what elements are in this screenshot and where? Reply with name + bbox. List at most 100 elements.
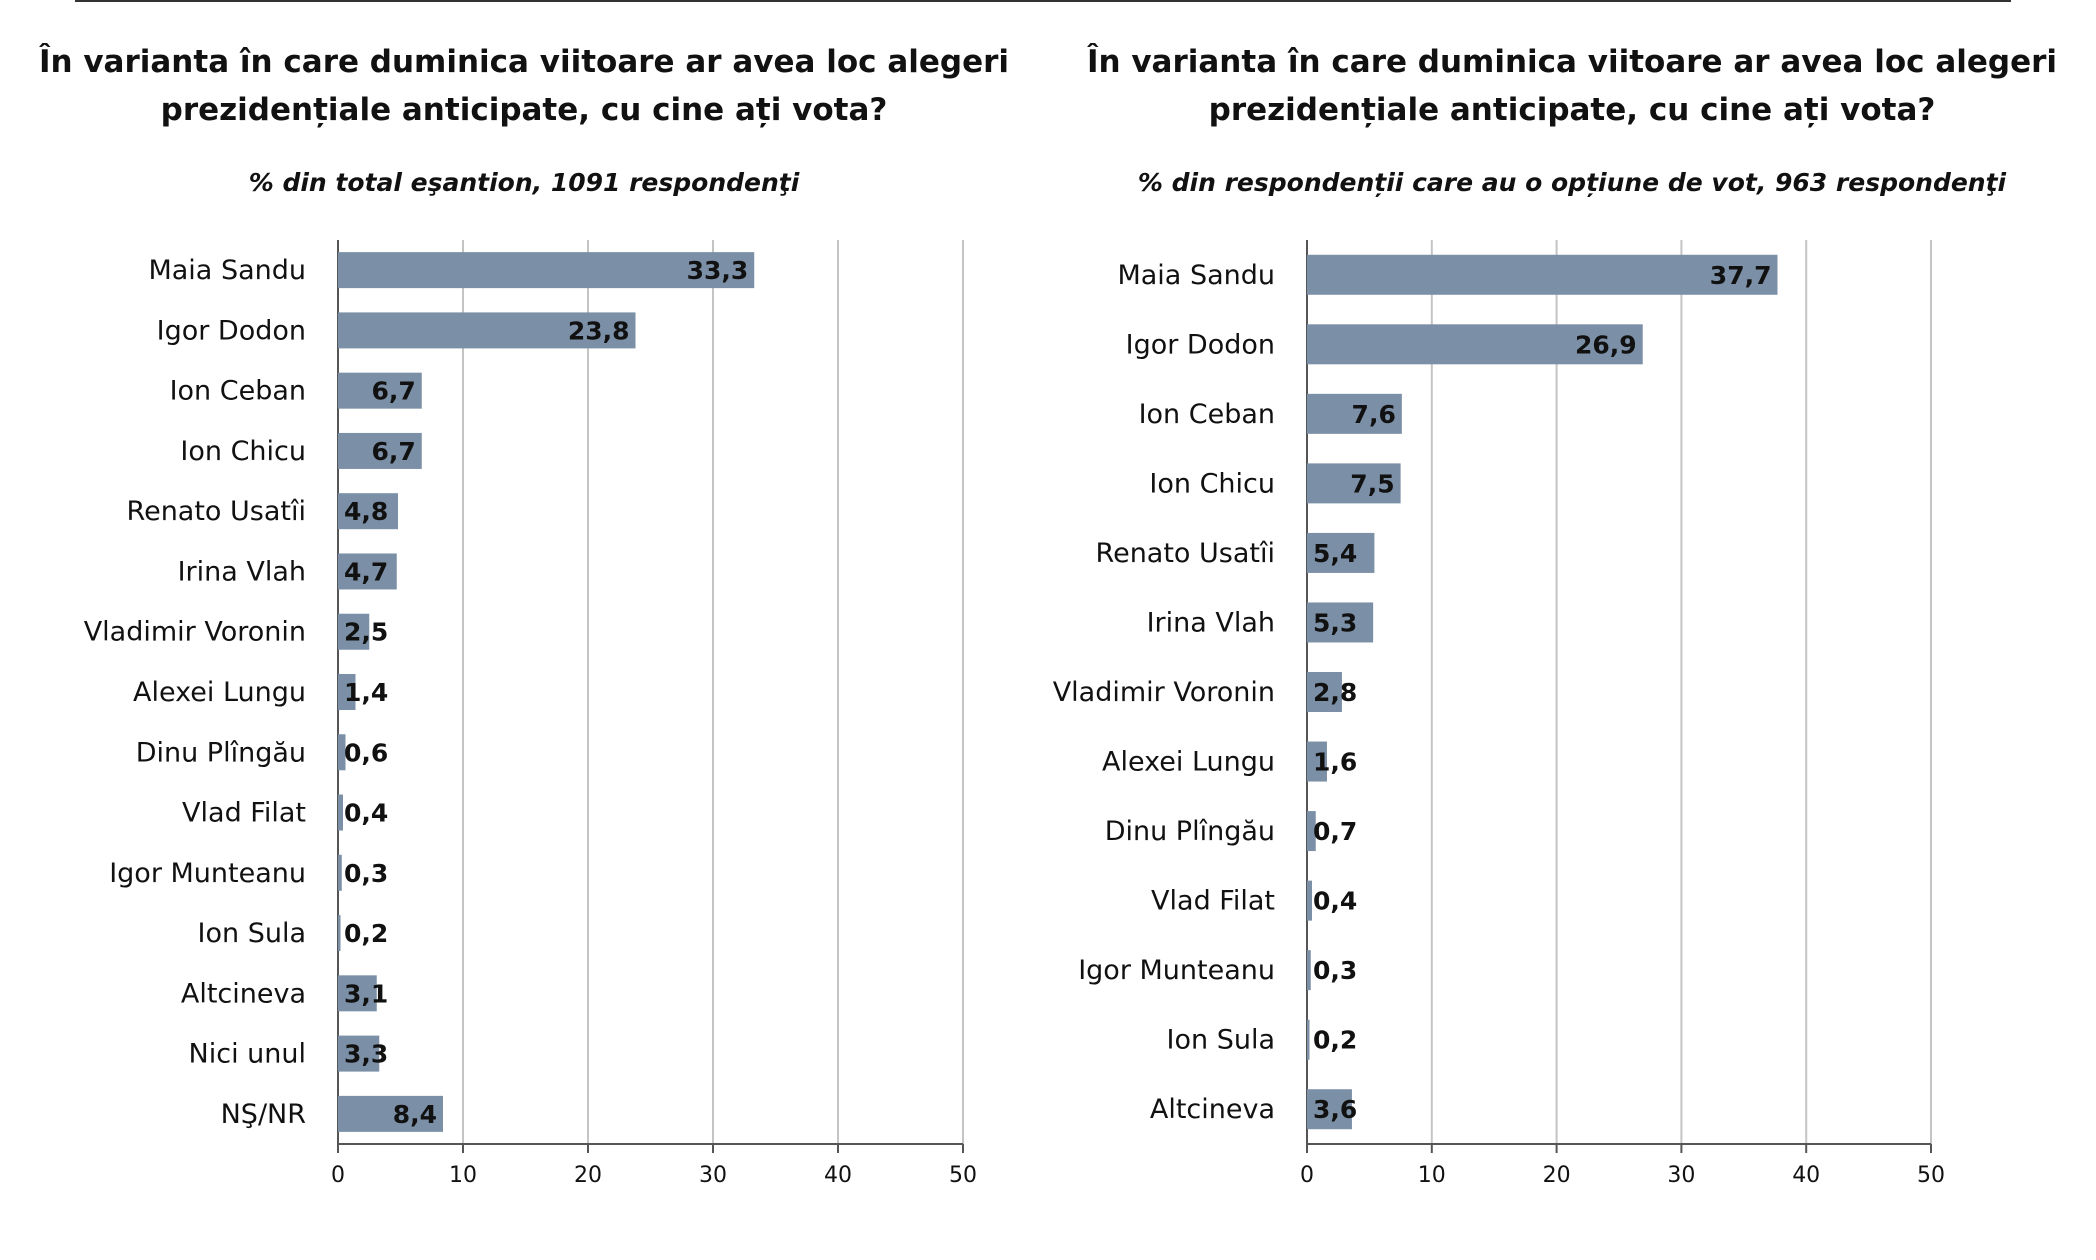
data-label: 0,3 bbox=[1313, 956, 1357, 985]
bar bbox=[338, 915, 341, 952]
category-label: Irina Vlah bbox=[1147, 607, 1275, 638]
x-tick-label: 0 bbox=[1300, 1163, 1314, 1188]
x-tick-label: 0 bbox=[331, 1163, 345, 1188]
bar bbox=[1307, 950, 1311, 991]
bar bbox=[338, 734, 346, 771]
x-tick-label: 50 bbox=[949, 1163, 977, 1188]
bar bbox=[338, 613, 370, 650]
x-tick-label: 20 bbox=[574, 1163, 602, 1188]
x-tick-label: 40 bbox=[824, 1163, 852, 1188]
bar bbox=[1307, 811, 1316, 852]
data-label: 0,7 bbox=[1313, 817, 1357, 846]
x-tick-label: 30 bbox=[699, 1163, 727, 1188]
category-label: Vlad Filat bbox=[1151, 886, 1275, 917]
bar bbox=[338, 975, 377, 1012]
category-label: Igor Munteanu bbox=[1078, 955, 1275, 986]
category-label: Igor Dodon bbox=[157, 315, 306, 346]
data-label: 0,6 bbox=[344, 738, 388, 767]
x-tick-label: 50 bbox=[1917, 1163, 1945, 1188]
data-label: 3,3 bbox=[344, 1040, 388, 1069]
x-tick-label: 40 bbox=[1792, 1163, 1820, 1188]
category-label: Igor Dodon bbox=[1126, 329, 1275, 360]
bar bbox=[1307, 324, 1643, 365]
category-label: Dinu Plîngău bbox=[136, 737, 306, 768]
bar bbox=[338, 674, 356, 710]
data-label: 0,4 bbox=[344, 799, 388, 828]
category-label: Ion Sula bbox=[198, 918, 306, 949]
category-label: Altcineva bbox=[181, 978, 306, 1009]
category-label: Ion Chicu bbox=[1149, 468, 1275, 499]
bar bbox=[1307, 741, 1327, 782]
bar bbox=[338, 312, 636, 349]
data-label: 26,9 bbox=[1575, 330, 1637, 359]
x-tick-label: 30 bbox=[1667, 1163, 1695, 1188]
bar bbox=[338, 493, 398, 530]
bar-chart-total-sample: 0 10 20 30 40 50 Maia Sandu 33,3 Igor Dodon 23,8 I… bbox=[84, 240, 977, 1188]
data-label: 0,3 bbox=[344, 859, 388, 888]
category-label: Nici unul bbox=[189, 1039, 306, 1070]
chart-title: În varianta în care duminica viitoare ar… bbox=[1086, 44, 2058, 128]
bar bbox=[338, 854, 342, 891]
category-label: Ion Sula bbox=[1167, 1025, 1275, 1056]
category-label: Ion Ceban bbox=[1139, 399, 1275, 430]
chart-title: În varianta în care duminica viitoare ar… bbox=[38, 44, 1010, 128]
category-label: Vladimir Voronin bbox=[1053, 677, 1275, 708]
bar bbox=[1307, 880, 1312, 921]
bar bbox=[338, 372, 422, 409]
bar-chart-voting-option: 0 10 20 30 40 50 Maia Sandu 37,7 Igor Dodon 26,9 I… bbox=[1053, 240, 1945, 1188]
category-label: Maia Sandu bbox=[1117, 260, 1275, 291]
data-label: 23,8 bbox=[568, 316, 630, 345]
bar bbox=[338, 794, 343, 831]
bar bbox=[338, 553, 397, 590]
bar bbox=[1307, 532, 1375, 573]
chart-subtitle: % din respondenții care au o opțiune de … bbox=[1137, 168, 2007, 197]
data-label: 2,8 bbox=[1313, 678, 1357, 707]
data-label: 0,4 bbox=[1313, 887, 1357, 916]
data-label: 8,4 bbox=[393, 1100, 437, 1129]
bar bbox=[338, 1035, 380, 1072]
data-label: 5,3 bbox=[1313, 608, 1357, 637]
data-label: 7,5 bbox=[1350, 469, 1394, 498]
top-rule bbox=[75, 0, 2011, 2]
category-label: Igor Munteanu bbox=[109, 858, 306, 889]
category-label: Irina Vlah bbox=[178, 556, 306, 587]
data-label: 5,4 bbox=[1313, 539, 1357, 568]
category-label: Dinu Plîngău bbox=[1105, 816, 1275, 847]
category-label: Maia Sandu bbox=[148, 255, 306, 286]
data-label: 4,7 bbox=[344, 557, 388, 586]
data-label: 6,7 bbox=[371, 437, 415, 466]
bar bbox=[338, 432, 422, 469]
bar bbox=[1307, 393, 1402, 434]
data-label: 0,2 bbox=[344, 919, 388, 948]
category-label: NŞ/NR bbox=[221, 1099, 306, 1130]
data-label: 4,8 bbox=[344, 497, 388, 526]
bar bbox=[1307, 1089, 1352, 1130]
chart-panel-total-sample: În varianta în care duminica viitoare ar… bbox=[38, 44, 1010, 1188]
bar bbox=[1307, 672, 1342, 712]
chart-subtitle: % din total eşantion, 1091 respondenţi bbox=[248, 168, 800, 197]
data-label: 7,6 bbox=[1352, 400, 1396, 429]
category-label: Renato Usatîi bbox=[127, 496, 306, 527]
x-tick-label: 10 bbox=[449, 1163, 477, 1188]
data-label: 1,4 bbox=[344, 678, 388, 707]
data-label: 37,7 bbox=[1710, 261, 1772, 290]
data-label: 3,1 bbox=[344, 979, 388, 1008]
category-label: Vlad Filat bbox=[182, 798, 306, 829]
bar bbox=[338, 1095, 443, 1132]
bar bbox=[1307, 602, 1374, 643]
bar bbox=[1307, 1019, 1310, 1060]
data-label: 2,5 bbox=[344, 618, 388, 647]
category-label: Vladimir Voronin bbox=[84, 617, 306, 648]
x-tick-label: 10 bbox=[1418, 1163, 1446, 1188]
x-tick-label: 20 bbox=[1543, 1163, 1571, 1188]
data-label: 33,3 bbox=[687, 256, 749, 285]
category-label: Alexei Lungu bbox=[133, 677, 306, 708]
bar bbox=[1307, 254, 1778, 295]
bar bbox=[338, 252, 755, 289]
category-label: Renato Usatîi bbox=[1096, 538, 1275, 569]
chart-panel-voting-option: În varianta în care duminica viitoare ar… bbox=[1048, 0, 2096, 1260]
category-label: Altcineva bbox=[1150, 1094, 1275, 1125]
bar bbox=[1307, 463, 1401, 504]
data-label: 6,7 bbox=[371, 377, 415, 406]
category-label: Ion Ceban bbox=[170, 376, 306, 407]
